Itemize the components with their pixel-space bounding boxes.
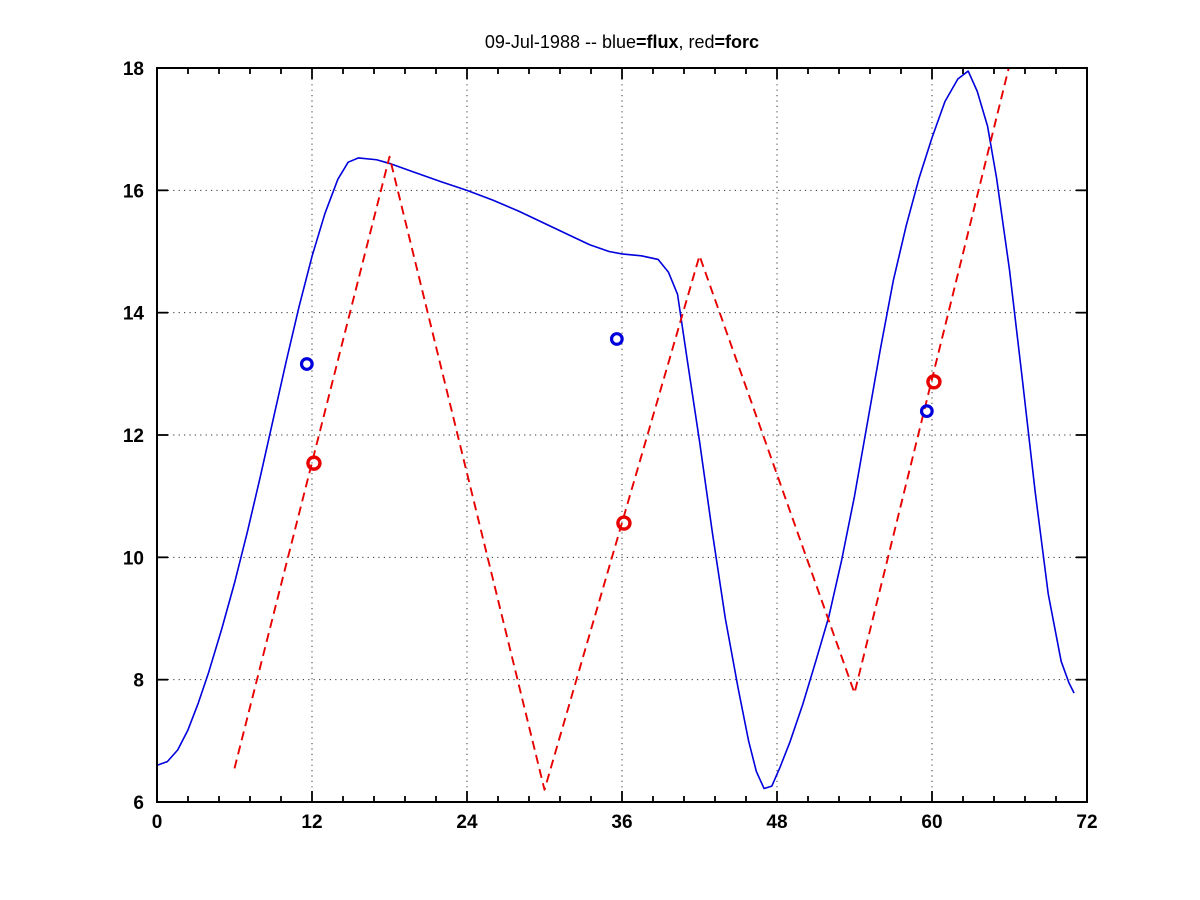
forc-line <box>233 68 1010 791</box>
forc-observations-marker-circle-icon <box>926 374 942 390</box>
y-tick-label: 16 <box>123 181 144 202</box>
forc-observations-marker-circle-icon <box>616 515 632 531</box>
flux-observations-marker-circle-icon <box>609 332 624 346</box>
x-tick-label: 12 <box>301 812 322 833</box>
y-tick-label: 12 <box>123 426 144 447</box>
x-tick-labels: 0 12 24 36 48 60 72 <box>152 812 1098 833</box>
y-tick-label: 8 <box>133 671 144 692</box>
x-tick-label: 72 <box>1076 812 1097 833</box>
y-tick-labels: 6 8 10 12 14 16 18 <box>123 59 145 814</box>
flux-observations-markers <box>299 332 934 419</box>
flux-observations-marker-circle-icon <box>299 357 314 371</box>
x-tick-label: 36 <box>611 812 632 833</box>
flux-line <box>157 70 1075 790</box>
forc-observations-marker-circle-icon <box>306 455 322 471</box>
axis-ticks <box>156 67 1088 803</box>
forc-observations-markers <box>306 374 942 531</box>
y-tick-label: 18 <box>123 59 144 80</box>
y-tick-label: 6 <box>133 793 144 814</box>
chart-title-text: , red <box>678 32 715 52</box>
flux-observations-marker-circle-icon <box>919 404 934 419</box>
chart-title-flux-label: =flux <box>636 32 679 52</box>
chart-title: 09-Jul-1988 -- blue=flux, red=forc <box>157 32 1087 53</box>
grid-lines <box>157 68 1087 802</box>
x-tick-label: 24 <box>456 812 478 833</box>
chart-title-forc-label: =forc <box>714 32 760 52</box>
y-tick-label: 10 <box>123 548 144 569</box>
x-tick-label: 60 <box>921 812 942 833</box>
y-tick-label: 14 <box>123 304 145 325</box>
chart-title-text: 09-Jul-1988 -- blue <box>484 32 636 52</box>
x-tick-label: 48 <box>766 812 787 833</box>
x-tick-label: 0 <box>152 812 163 833</box>
series-layer <box>157 68 1075 791</box>
